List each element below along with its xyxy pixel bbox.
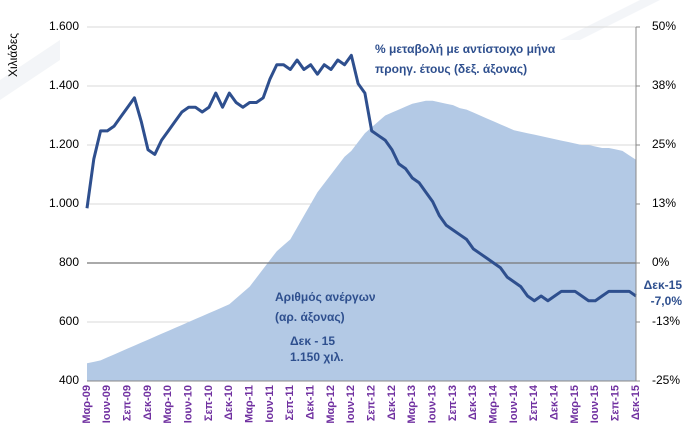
x-tick-label: Μαρ-09	[81, 385, 93, 424]
annotation: Δεκ - 15	[290, 334, 335, 348]
x-tick-label: Σεπ-09	[122, 385, 134, 421]
area	[87, 100, 636, 381]
y-tick-label: 1.400	[49, 78, 79, 92]
x-tick-label: Δεκ-10	[223, 385, 235, 420]
y2-tick-label: 38%	[652, 78, 676, 92]
data	[87, 100, 636, 381]
annotation: -7,0%	[651, 294, 683, 308]
y-tick-label: 600	[59, 314, 79, 328]
annotation: Αριθμός ανέργων	[275, 290, 376, 304]
annotation: 1.150 χιλ.	[290, 350, 344, 364]
y-tick-label: 400	[59, 373, 79, 387]
x-tick-label: Σεπ-14	[528, 384, 540, 421]
y2-tick-label: 25%	[652, 137, 676, 151]
x-tick-label: Σεπ-11	[284, 385, 296, 421]
y-tick-label: 1.200	[49, 137, 79, 151]
x-tick-label: Ιουν-09	[101, 385, 113, 423]
x-tick-label: Δεκ-09	[142, 385, 154, 420]
x-tick-label: Σεπ-13	[447, 385, 459, 421]
x-tick-label: Σεπ-12	[366, 385, 378, 421]
annotation: προηγ. έτους (δεξ. άξονας)	[375, 62, 527, 76]
y-axis-label: Χιλιάδες	[6, 33, 20, 77]
y2-tick-label: -25%	[652, 373, 680, 387]
x-tick-label: Σεπ-10	[203, 385, 215, 421]
x-tick-label: Μαρ-10	[162, 385, 174, 424]
line	[85, 53, 637, 303]
y-tick-label: 1.600	[49, 19, 79, 33]
x-tick-label: Σεπ-15	[610, 385, 622, 421]
x-tick-label: Δεκ-14	[549, 384, 561, 420]
x-tick-label: Ιουν-11	[264, 385, 276, 423]
x-tick-label: Δεκ-13	[467, 385, 479, 420]
annotation: (αρ. άξονας)	[275, 310, 345, 324]
watermark	[0, 0, 660, 100]
x-tick-label: Μαρ-14	[488, 384, 500, 424]
x-tick-label: Ιουν-12	[345, 385, 357, 423]
x-tick-label: Μαρ-12	[325, 385, 337, 424]
x-tick-label: Μαρ-11	[244, 385, 256, 423]
x-tick-label: Μαρ-15	[569, 385, 581, 424]
x-tick-label: Δεκ-12	[386, 385, 398, 420]
y2-tick-label: -13%	[652, 314, 680, 328]
y2-tick-label: 50%	[652, 19, 676, 33]
x-tick-label: Ιουν-10	[183, 385, 195, 423]
y2-tick-label: 13%	[652, 196, 676, 210]
annotation: Δεκ-15	[644, 278, 683, 292]
x-tick-label: Ιουν-15	[589, 385, 601, 423]
x-tick-label: Δεκ-11	[305, 385, 317, 420]
annotation: % μεταβολή με αντίστοιχο μήνα	[375, 42, 556, 56]
x-tick-label: Ιουν-13	[427, 385, 439, 423]
y-tick-label: 800	[59, 255, 79, 269]
y2-tick-label: 0%	[652, 255, 670, 269]
x-tick-label: Δεκ-15	[630, 385, 642, 420]
x-tick-label: Ιουν-14	[508, 384, 520, 423]
x-tick-label: Μαρ-13	[406, 385, 418, 424]
y-tick-label: 1.000	[49, 196, 79, 210]
